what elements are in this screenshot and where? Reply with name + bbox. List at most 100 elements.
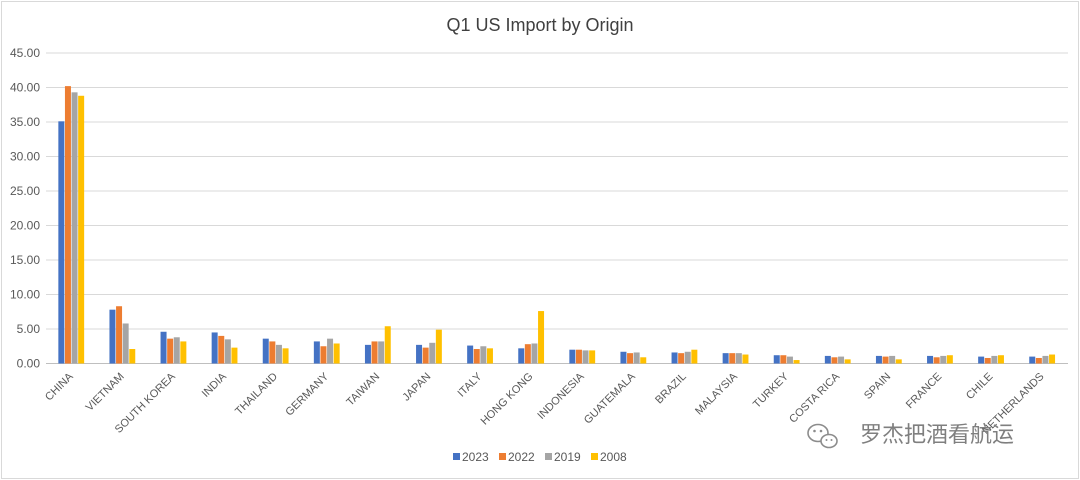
bar-2008 [691,349,698,364]
bar-2008 [997,355,1004,364]
legend-swatch [545,453,552,460]
bar-2022 [729,353,736,364]
bar-2019 [531,343,538,364]
bar-2019 [224,339,231,364]
bar-2019 [378,341,385,364]
bar-2023 [569,349,576,364]
bar-2022 [269,341,276,364]
bar-2022 [984,357,991,364]
legend-label: 2022 [508,450,535,464]
bar-2008 [742,354,749,364]
bar-2023 [467,345,474,364]
bar-2023 [1029,356,1036,364]
bar-2023 [773,355,780,364]
bar-2008 [384,326,391,364]
bar-2022 [780,355,787,364]
bar-2023 [978,356,985,364]
bar-2008 [589,350,596,364]
bar-2019 [633,352,640,364]
watermark: 罗杰把酒看航运 [807,423,1014,449]
y-tick-label: 0.00 [17,357,41,371]
bar-2019 [582,350,589,364]
y-tick-label: 15.00 [10,253,40,267]
x-tick-label: CHINA [43,370,76,403]
x-tick-label: TAIWAN [344,371,382,409]
bar-2008 [538,311,545,364]
x-tick-label: CHILE [964,371,995,402]
bar-2019 [327,338,334,364]
x-tick-label: JAPAN [400,371,433,404]
bar-2023 [58,121,65,364]
bar-2023 [262,338,269,364]
legend-swatch [591,453,598,460]
x-tick-label: HONG KONG [479,371,536,428]
bar-2008 [1049,354,1056,364]
bar-2022 [320,346,327,364]
bar-2019 [480,346,487,364]
bar-2022 [167,338,174,364]
bar-2022 [627,353,634,364]
bar-2022 [473,349,480,364]
bar-2022 [64,86,71,364]
bar-2023 [416,344,423,364]
bar-2023 [109,309,116,364]
x-tick-label: THAILAND [233,371,280,418]
bar-2019 [429,342,436,364]
legend-label: 2023 [462,450,489,464]
bar-2008 [844,359,851,364]
x-tick-label: VIETNAM [84,371,127,414]
y-axis: 0.00 5.00 10.00 15.00 20.00 25.00 30.00 35.00 40… [10,46,40,371]
bar-2023 [313,341,320,364]
gridlines [46,52,1068,364]
bar-2022 [371,341,378,364]
watermark-text: 罗杰把酒看航运 [860,423,1014,448]
bar-2019 [991,355,998,364]
bar-2008 [333,343,340,364]
y-tick-label: 40.00 [10,81,40,95]
bar-2023 [620,351,627,364]
bars [58,86,1056,364]
bar-2023 [364,344,371,364]
bar-2019 [122,323,129,364]
bar-2008 [231,347,238,364]
bar-2019 [735,353,742,364]
bar-2023 [160,331,167,364]
bar-2023 [875,355,882,364]
bar-2022 [882,356,889,364]
y-tick-label: 10.00 [10,288,40,302]
bar-2008 [78,95,85,364]
x-tick-label: BRAZIL [653,371,689,407]
bar-2022 [933,357,940,364]
bar-2008 [129,349,136,364]
bar-2022 [116,306,123,364]
bar-2008 [640,357,647,364]
bar-2019 [173,337,180,364]
bar-2008 [895,359,902,364]
bar-2022 [422,347,429,364]
legend: 2023 2022 2019 2008 [453,450,627,464]
x-tick-label: SPAIN [862,371,893,402]
bar-2008 [486,348,493,364]
x-tick-label: COSTA RICA [787,370,842,425]
bar-2023 [722,353,729,364]
bar-2019 [275,344,282,364]
bar-2023 [518,348,525,364]
x-tick-label: FRANCE [904,371,944,411]
wechat-icon [807,423,838,449]
bar-2008 [180,341,187,364]
x-tick-label: INDONESIA [535,370,587,422]
chart-title: Q1 US Import by Origin [446,15,633,35]
bar-2019 [1042,355,1049,364]
x-tick-label: MALAYSIA [693,370,740,417]
x-tick-label: GERMANY [283,370,331,418]
legend-label: 2008 [600,450,627,464]
bar-2023 [824,355,831,364]
x-tick-label: TURKEY [751,370,792,411]
bar-2008 [282,348,289,364]
legend-swatch [453,453,460,460]
y-tick-label: 20.00 [10,219,40,233]
bar-2019 [786,356,793,364]
bar-2019 [684,351,691,364]
y-tick-label: 30.00 [10,150,40,164]
